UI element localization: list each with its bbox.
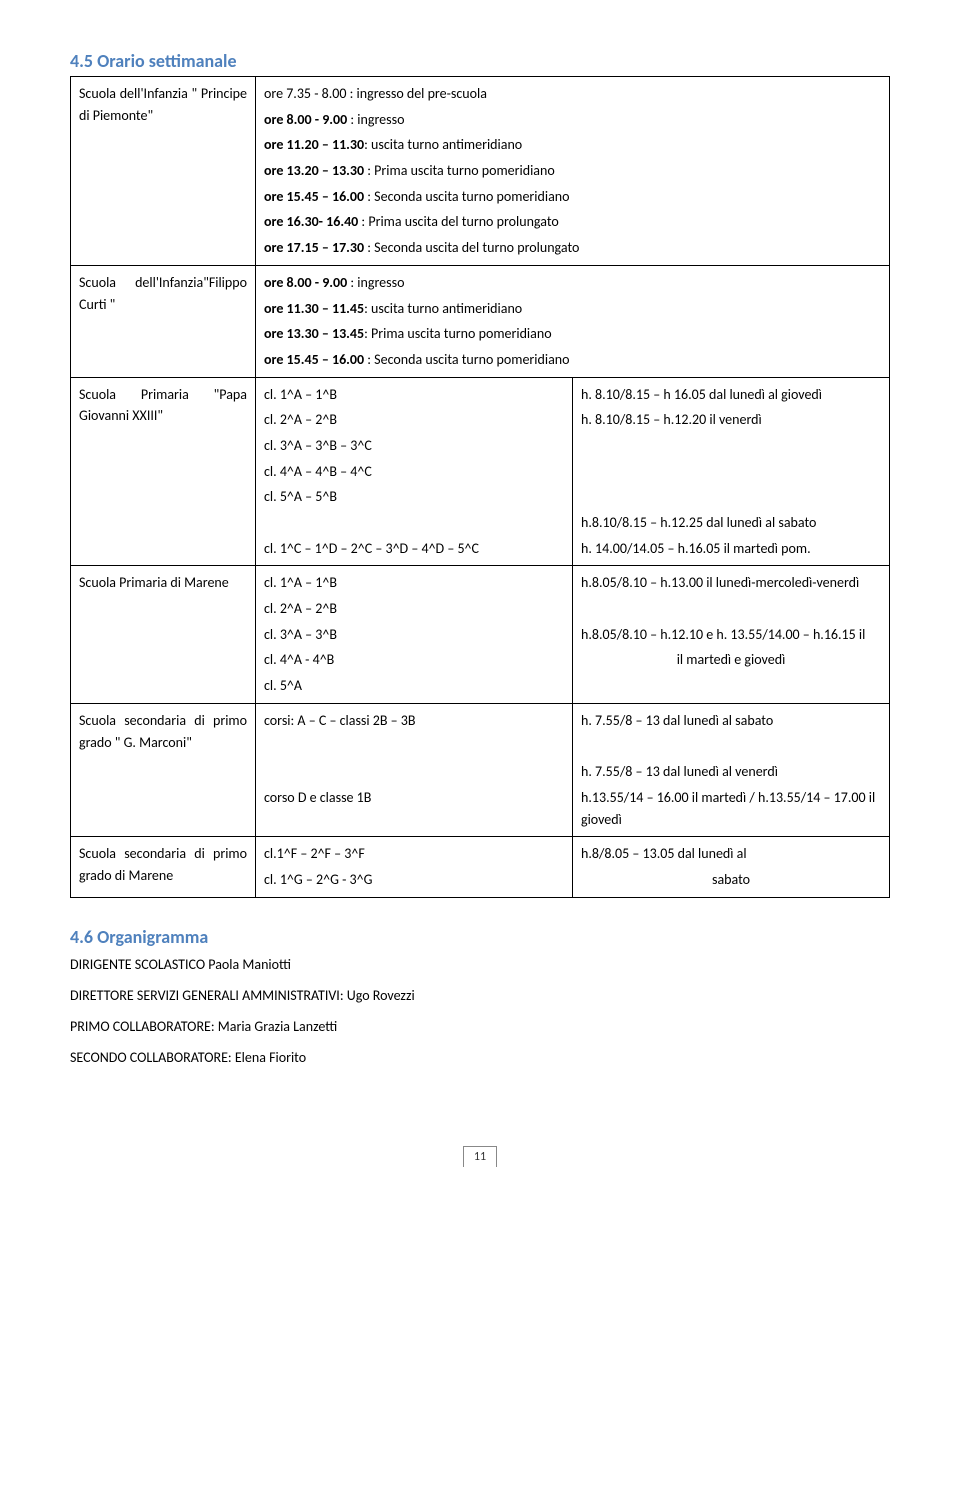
class-line: cl. 2^A – 2^B [264,409,564,431]
schedule-line: ore 7.35 - 8.00 : ingresso del pre-scuol… [264,83,881,105]
hours-line [581,486,881,508]
hours-line: h.8.05/8.10 – h.13.00 il lunedì-mercoled… [581,572,881,594]
org-line: DIRETTORE SERVIZI GENERALI AMMINISTRATIV… [70,987,890,1004]
class-line: cl.1^F – 2^F – 3^F [264,843,564,865]
schedule-line: ore 15.45 – 16.00 : Seconda uscita turno… [264,349,881,371]
class-line: cl. 4^A - 4^B [264,649,564,671]
schedule-line: ore 15.45 – 16.00 : Seconda uscita turno… [264,186,881,208]
class-line: cl. 5^A [264,675,564,697]
time-desc: : uscita turno antimeridiano [364,136,522,153]
hours-cell: h. 8.10/8.15 – h 16.05 dal lunedì al gio… [573,377,890,566]
table-row: Scuola dell'Infanzia"Filippo Curti " ore… [71,265,890,377]
hours-line: h. 8.10/8.15 – h 16.05 dal lunedì al gio… [581,384,881,406]
classes-cell: cl. 1^A – 1^B cl. 2^A – 2^B cl. 3^A – 3^… [256,566,573,703]
table-row: Scuola secondaria di primo grado " G. Ma… [71,703,890,836]
class-line: cl. 1^C – 1^D – 2^C – 3^D – 4^D – 5^C [264,538,564,560]
time-desc: : Prima uscita turno pomeridiano [364,162,555,179]
classes-cell: corsi: A – C – classi 2B – 3B corso D e … [256,703,573,836]
hours-line: h. 7.55/8 – 13 dal lunedì al venerdì [581,761,881,783]
classes-cell: cl.1^F – 2^F – 3^F cl. 1^G – 2^G - 3^G [256,837,573,897]
time-desc: : ingresso [347,111,404,128]
hours-cell: h.8/8.05 – 13.05 dal lunedì al sabato [573,837,890,897]
schedule-line: ore 8.00 - 9.00 : ingresso [264,272,881,294]
time-bold: ore 15.45 – 16.00 [264,351,364,368]
time-desc: : Seconda uscita turno pomeridiano [364,351,569,368]
time-bold: ore 11.20 – 11.30 [264,136,364,153]
org-line: PRIMO COLLABORATORE: Maria Grazia Lanzet… [70,1018,890,1035]
hours-line [581,461,881,483]
section-title-orario: 4.5 Orario settimanale [70,50,890,72]
time-bold: ore 8.00 - 9.00 [264,274,347,291]
hours-line [581,598,881,620]
school-name: Scuola secondaria di primo grado di Mare… [71,837,256,897]
class-line: cl. 1^G – 2^G - 3^G [264,869,564,891]
time-desc: : Seconda uscita del turno prolungato [364,239,579,256]
table-row: Scuola secondaria di primo grado di Mare… [71,837,890,897]
school-name: Scuola Primaria di Marene [71,566,256,703]
schedule-line: ore 16.30- 16.40 : Prima uscita del turn… [264,211,881,233]
schedule-line: ore 13.20 – 13.30 : Prima uscita turno p… [264,160,881,182]
time-desc: : Prima uscita del turno prolungato [358,213,559,230]
hours-line: h. 7.55/8 – 13 dal lunedì al sabato [581,710,881,732]
schedule-cell: ore 7.35 - 8.00 : ingresso del pre-scuol… [256,77,890,266]
schedule-line: ore 11.20 – 11.30: uscita turno antimeri… [264,134,881,156]
class-line: cl. 1^A – 1^B [264,384,564,406]
class-line: cl. 2^A – 2^B [264,598,564,620]
time-desc: : Seconda uscita turno pomeridiano [364,188,569,205]
class-line [264,736,564,758]
class-line: corso D e classe 1B [264,787,564,809]
schedule-table: Scuola dell'Infanzia " Principe di Piemo… [70,76,890,898]
school-name: Scuola dell'Infanzia"Filippo Curti " [71,265,256,377]
schedule-cell: ore 8.00 - 9.00 : ingresso ore 11.30 – 1… [256,265,890,377]
class-line [264,512,564,534]
time-bold: ore 13.20 – 13.30 [264,162,364,179]
section-title-organigramma: 4.6 Organigramma [70,926,890,948]
hours-cell: h. 7.55/8 – 13 dal lunedì al sabato h. 7… [573,703,890,836]
hours-line [581,736,881,758]
org-line: SECONDO COLLABORATORE: Elena Fiorito [70,1049,890,1066]
table-row: Scuola Primaria "Papa Giovanni XXIII" cl… [71,377,890,566]
class-line: corsi: A – C – classi 2B – 3B [264,710,564,732]
time-bold: ore 13.30 – 13.45 [264,325,364,342]
school-name: Scuola dell'Infanzia " Principe di Piemo… [71,77,256,266]
class-line: cl. 3^A – 3^B [264,624,564,646]
time-bold: ore 8.00 - 9.00 [264,111,347,128]
time-desc: : ingresso [347,274,404,291]
school-name: Scuola Primaria "Papa Giovanni XXIII" [71,377,256,566]
schedule-line: ore 17.15 – 17.30 : Seconda uscita del t… [264,237,881,259]
time-bold: ore 11.30 – 11.45 [264,300,364,317]
hours-line: sabato [581,869,881,891]
page-number-wrap: 11 [70,1146,890,1167]
hours-line: h.8/8.05 – 13.05 dal lunedì al [581,843,881,865]
organigramma-section: 4.6 Organigramma DIRIGENTE SCOLASTICO Pa… [70,926,890,1066]
schedule-line: ore 8.00 - 9.00 : ingresso [264,109,881,131]
hours-cell: h.8.05/8.10 – h.13.00 il lunedì-mercoled… [573,566,890,703]
hours-line: h.13.55/14 – 16.00 il martedì / h.13.55/… [581,787,881,830]
hours-line: il martedì e giovedì [581,649,881,671]
hours-line: h. 8.10/8.15 – h.12.20 il venerdì [581,409,881,431]
class-line: cl. 3^A – 3^B – 3^C [264,435,564,457]
page-number: 11 [463,1146,497,1167]
class-line: cl. 5^A – 5^B [264,486,564,508]
hours-line: h. 14.00/14.05 – h.16.05 il martedì pom. [581,538,881,560]
classes-cell: cl. 1^A – 1^B cl. 2^A – 2^B cl. 3^A – 3^… [256,377,573,566]
class-line: cl. 4^A – 4^B – 4^C [264,461,564,483]
time-bold: ore 15.45 – 16.00 [264,188,364,205]
class-line: cl. 1^A – 1^B [264,572,564,594]
time-bold: ore 16.30- 16.40 [264,213,358,230]
schedule-line: ore 13.30 – 13.45: Prima uscita turno po… [264,323,881,345]
school-name: Scuola secondaria di primo grado " G. Ma… [71,703,256,836]
table-row: Scuola Primaria di Marene cl. 1^A – 1^B … [71,566,890,703]
table-row: Scuola dell'Infanzia " Principe di Piemo… [71,77,890,266]
time-desc: : uscita turno antimeridiano [364,300,522,317]
schedule-line: ore 11.30 – 11.45: uscita turno antimeri… [264,298,881,320]
hours-line: h.8.10/8.15 – h.12.25 dal lunedì al saba… [581,512,881,534]
time-bold: ore 17.15 – 17.30 [264,239,364,256]
class-line [264,761,564,783]
hours-line: h.8.05/8.10 – h.12.10 e h. 13.55/14.00 –… [581,624,881,646]
org-line: DIRIGENTE SCOLASTICO Paola Maniotti [70,956,890,973]
time-desc: : Prima uscita turno pomeridiano [364,325,551,342]
hours-line [581,435,881,457]
